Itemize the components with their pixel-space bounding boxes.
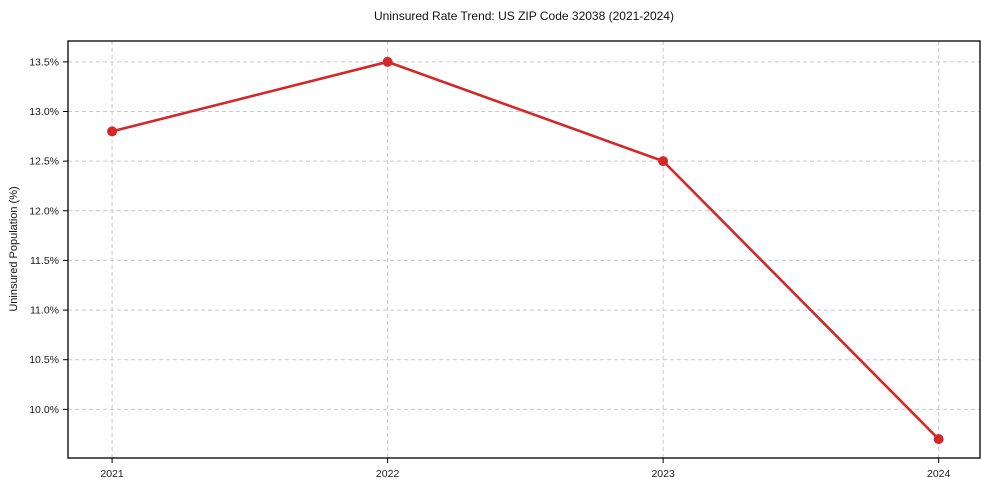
plot-border (67, 40, 981, 459)
y-tick-label: 10.5% (29, 354, 59, 366)
data-point-2021 (107, 126, 118, 137)
chart-title: Uninsured Rate Trend: US ZIP Code 32038 … (374, 9, 674, 23)
data-point-2023 (658, 156, 669, 167)
y-tick-label: 10.0% (29, 404, 59, 416)
x-tick-label: 2021 (100, 468, 124, 480)
data-point-2022 (382, 56, 393, 67)
y-tick-label: 12.5% (29, 156, 59, 168)
y-tick-label: 11.5% (30, 255, 59, 267)
x-tick-label: 2022 (376, 468, 400, 480)
y-tick-label: 13.5% (29, 56, 59, 68)
y-tick-label: 12.0% (29, 205, 59, 217)
trend-line (110, 60, 940, 441)
y-tick-label: 13.0% (29, 106, 59, 118)
x-tick-label: 2024 (927, 468, 951, 480)
data-point-2024 (933, 434, 944, 445)
x-tick-label: 2023 (651, 468, 675, 480)
y-tick-label: 11.0% (30, 305, 59, 317)
